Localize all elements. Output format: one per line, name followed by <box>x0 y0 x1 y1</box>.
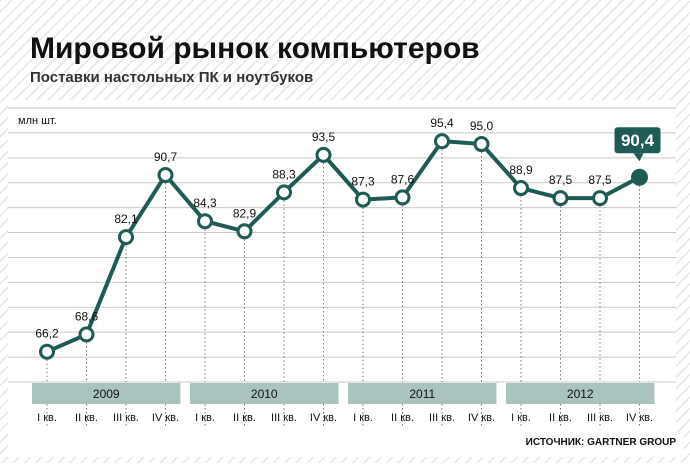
x-tick-label: III кв. <box>271 412 297 424</box>
x-tick-label: I кв. <box>353 412 373 424</box>
value-label: 88,9 <box>509 163 533 177</box>
x-tick-label: I кв. <box>37 412 57 424</box>
x-tick-label: III кв. <box>587 412 613 424</box>
year-band <box>32 383 181 404</box>
y-axis-label: млн шт. <box>18 115 57 127</box>
x-tick-label: II кв. <box>391 412 414 424</box>
highlight-callout-pointer <box>633 153 644 162</box>
highlight-callout-box <box>614 127 661 154</box>
data-point <box>157 167 174 184</box>
data-point <box>592 190 608 207</box>
chart-subtitle: Поставки настольных ПК и ноутбуков <box>30 69 313 86</box>
data-point <box>78 326 95 343</box>
data-point <box>236 223 253 240</box>
value-label: 88,3 <box>272 167 296 181</box>
x-tick-label: IV кв. <box>310 412 337 424</box>
drop-lines <box>46 141 640 426</box>
x-tick-label: I кв. <box>511 412 531 424</box>
data-point <box>513 180 529 197</box>
value-label: 66,2 <box>35 327 59 341</box>
x-tick-label: I кв. <box>195 412 215 424</box>
value-label: 87,3 <box>351 175 375 189</box>
data-point <box>315 146 332 163</box>
data-point <box>118 229 134 246</box>
x-tick-label: IV кв. <box>626 412 653 424</box>
year-label: 2010 <box>251 387 278 401</box>
data-point <box>473 136 490 153</box>
x-tick-labels: I кв. II кв. III кв. IV кв. I кв. II кв. III к… <box>37 412 653 424</box>
year-band <box>506 383 655 404</box>
value-label: 82,9 <box>233 206 257 220</box>
value-label: 68,6 <box>75 309 99 323</box>
value-label: 95,4 <box>430 116 454 130</box>
x-tick-label: III кв. <box>113 412 139 424</box>
data-point <box>39 343 55 360</box>
value-label: 87,5 <box>549 173 573 187</box>
value-labels: 66,2 68,6 82,1 90,7 84,3 82,9 88,3 93,5 87,3 87,6… <box>35 116 661 341</box>
year-label: 2012 <box>567 387 594 401</box>
data-point <box>434 133 450 150</box>
value-label: 93,5 <box>312 130 336 144</box>
value-label: 84,3 <box>193 196 217 210</box>
value-label: 87,6 <box>391 172 415 186</box>
data-point <box>394 189 411 206</box>
data-point <box>552 190 569 207</box>
value-label: 95,0 <box>470 119 494 133</box>
value-label: 87,5 <box>588 173 612 187</box>
x-tick-label: IV кв. <box>468 412 495 424</box>
year-band <box>190 383 339 404</box>
x-tick-label: II кв. <box>75 412 98 424</box>
value-label: 90,7 <box>154 150 178 164</box>
value-label: 82,1 <box>114 212 138 226</box>
year-bands: 2009 2010 2011 2012 <box>32 383 655 404</box>
data-point <box>355 191 371 208</box>
plot-background <box>8 100 676 432</box>
year-label: 2011 <box>409 387 435 401</box>
data-point <box>197 213 213 230</box>
footer-background <box>8 432 684 457</box>
data-points <box>39 133 648 360</box>
chart-title: Мировой рынок компьютеров <box>30 32 480 65</box>
year-band <box>348 383 497 404</box>
x-tick-label: IV кв. <box>152 412 179 424</box>
x-tick-label: II кв. <box>233 412 256 424</box>
highlight-value-label: 90,4 <box>621 131 655 150</box>
highlighted-data-point <box>631 168 648 186</box>
series-polyline <box>46 139 641 354</box>
year-label: 2009 <box>93 387 120 401</box>
series-line <box>46 139 641 354</box>
grid <box>8 107 676 383</box>
x-tick-label: II кв. <box>549 412 572 424</box>
data-point <box>276 184 292 201</box>
source-note: ИСТОЧНИК: GARTNER GROUP <box>526 437 677 448</box>
x-tick-label: III кв. <box>429 412 455 424</box>
